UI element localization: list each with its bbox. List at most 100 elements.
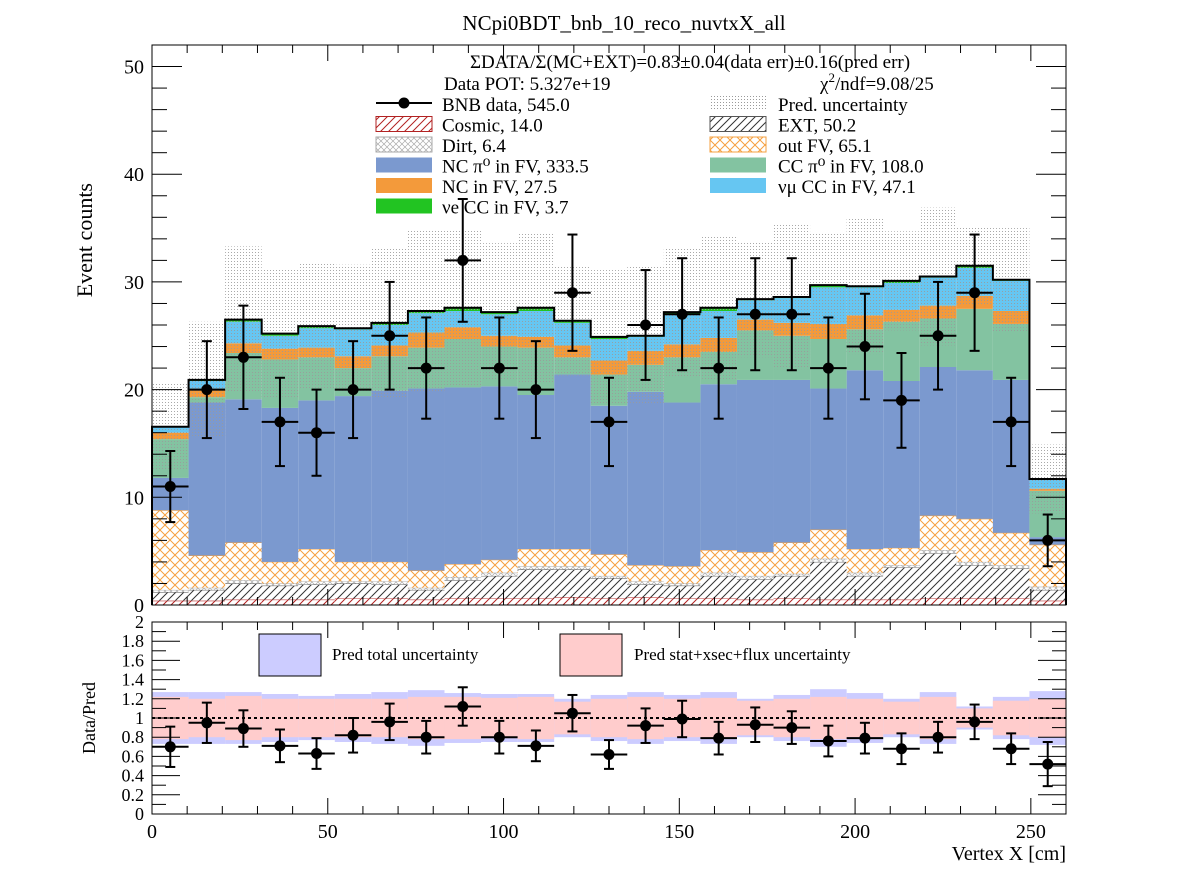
legend-marker [398, 97, 410, 109]
bar [1029, 600, 1066, 605]
ratio-point [786, 722, 798, 734]
y-tick-label: 50 [124, 57, 144, 79]
bar [736, 575, 774, 580]
x-tick-label: 0 [147, 821, 157, 843]
bar [1029, 589, 1066, 601]
ratio-point [384, 716, 396, 728]
legend-swatch [709, 136, 767, 153]
bar [773, 379, 811, 543]
bar [590, 575, 628, 579]
bar [261, 599, 299, 605]
data-point [457, 254, 469, 266]
ratio-y-tick-label: 1.6 [122, 650, 145, 670]
ratio-point [822, 735, 834, 747]
bar [554, 566, 591, 570]
bar [700, 575, 737, 599]
data-point [603, 416, 615, 428]
data-point [749, 308, 761, 320]
bar [627, 581, 664, 585]
bar [810, 558, 847, 562]
ratio-point [1005, 743, 1017, 755]
bar [846, 575, 884, 600]
bar [225, 580, 262, 584]
bar [334, 598, 372, 605]
data-points [152, 198, 1066, 568]
bar [810, 561, 847, 600]
bar [444, 387, 482, 565]
bar [1029, 586, 1066, 590]
data-point [969, 287, 981, 299]
data-point [786, 308, 798, 320]
ratio-point [237, 723, 249, 735]
bar [956, 598, 993, 605]
data-point [932, 330, 944, 342]
data-point [1005, 416, 1017, 428]
ratio-y-tick-label: 1.2 [122, 689, 145, 709]
bar [298, 584, 335, 600]
ratio-y-tick-label: 1 [135, 708, 144, 728]
ratio-point [859, 732, 871, 744]
x-tick-label: 150 [664, 821, 694, 843]
bar [407, 589, 445, 600]
ratio-y-tick-label: 0.6 [122, 746, 145, 766]
bar [152, 589, 189, 593]
legend-entry: EXT, 50.2 [709, 116, 856, 137]
bar [188, 555, 226, 588]
bar [554, 597, 591, 605]
chi2-rest: /ndf=9.08/25 [835, 74, 934, 95]
data-point [311, 427, 323, 439]
ratio-plot-area [152, 686, 1066, 788]
data-pot-text: Data POT: 5.327e+19 [444, 74, 611, 95]
bar [919, 553, 957, 599]
ratio-legend-swatch [258, 633, 322, 677]
bar [700, 598, 737, 605]
data-point [201, 384, 213, 396]
legend-entry: BNB data, 545.0 [376, 95, 570, 116]
x-tick-label: 250 [1016, 821, 1046, 843]
legend-entry: Dirt, 6.4 [375, 136, 506, 157]
y-tick-label: 40 [124, 164, 144, 186]
ratio-points [152, 686, 1066, 788]
bar [846, 572, 884, 576]
data-point [530, 384, 542, 396]
data-point [676, 308, 688, 320]
bar [225, 399, 262, 543]
legend-entry: CC π⁰ in FV, 108.0 [710, 157, 924, 178]
bar [919, 367, 957, 516]
bar [371, 390, 408, 562]
ratio-point [493, 731, 505, 743]
ratio-point [640, 720, 652, 732]
legend-label: EXT, 50.2 [778, 116, 856, 137]
series-1 [152, 552, 1066, 601]
bar [444, 598, 482, 605]
ratio-point [457, 700, 469, 712]
bar [298, 599, 335, 605]
legend-swatch [709, 116, 767, 132]
chi2-text: χ2/ndf=9.08/25 [819, 70, 934, 95]
bar [481, 598, 518, 605]
ratio-point [895, 743, 907, 755]
bar [225, 599, 262, 605]
ratio-point [566, 707, 578, 719]
ratio-point [164, 741, 176, 753]
bar [152, 592, 189, 601]
ratio-point [932, 731, 944, 743]
bar [334, 583, 372, 599]
bar [481, 572, 518, 576]
bar [627, 391, 664, 566]
legend-label: out FV, 65.1 [778, 136, 872, 157]
bar [663, 402, 701, 567]
bar [517, 566, 555, 570]
legend-label: Dirt, 6.4 [442, 136, 506, 157]
data-point [822, 362, 834, 374]
bar [298, 581, 335, 585]
bar [627, 565, 664, 582]
legend-label: CC π⁰ in FV, 108.0 [778, 157, 924, 178]
bar [334, 581, 372, 584]
legend-swatch [710, 178, 766, 193]
bar [554, 374, 591, 549]
ratio-point [676, 713, 688, 725]
legend-swatch [710, 157, 766, 173]
bar [992, 323, 1030, 380]
bar [956, 370, 993, 519]
